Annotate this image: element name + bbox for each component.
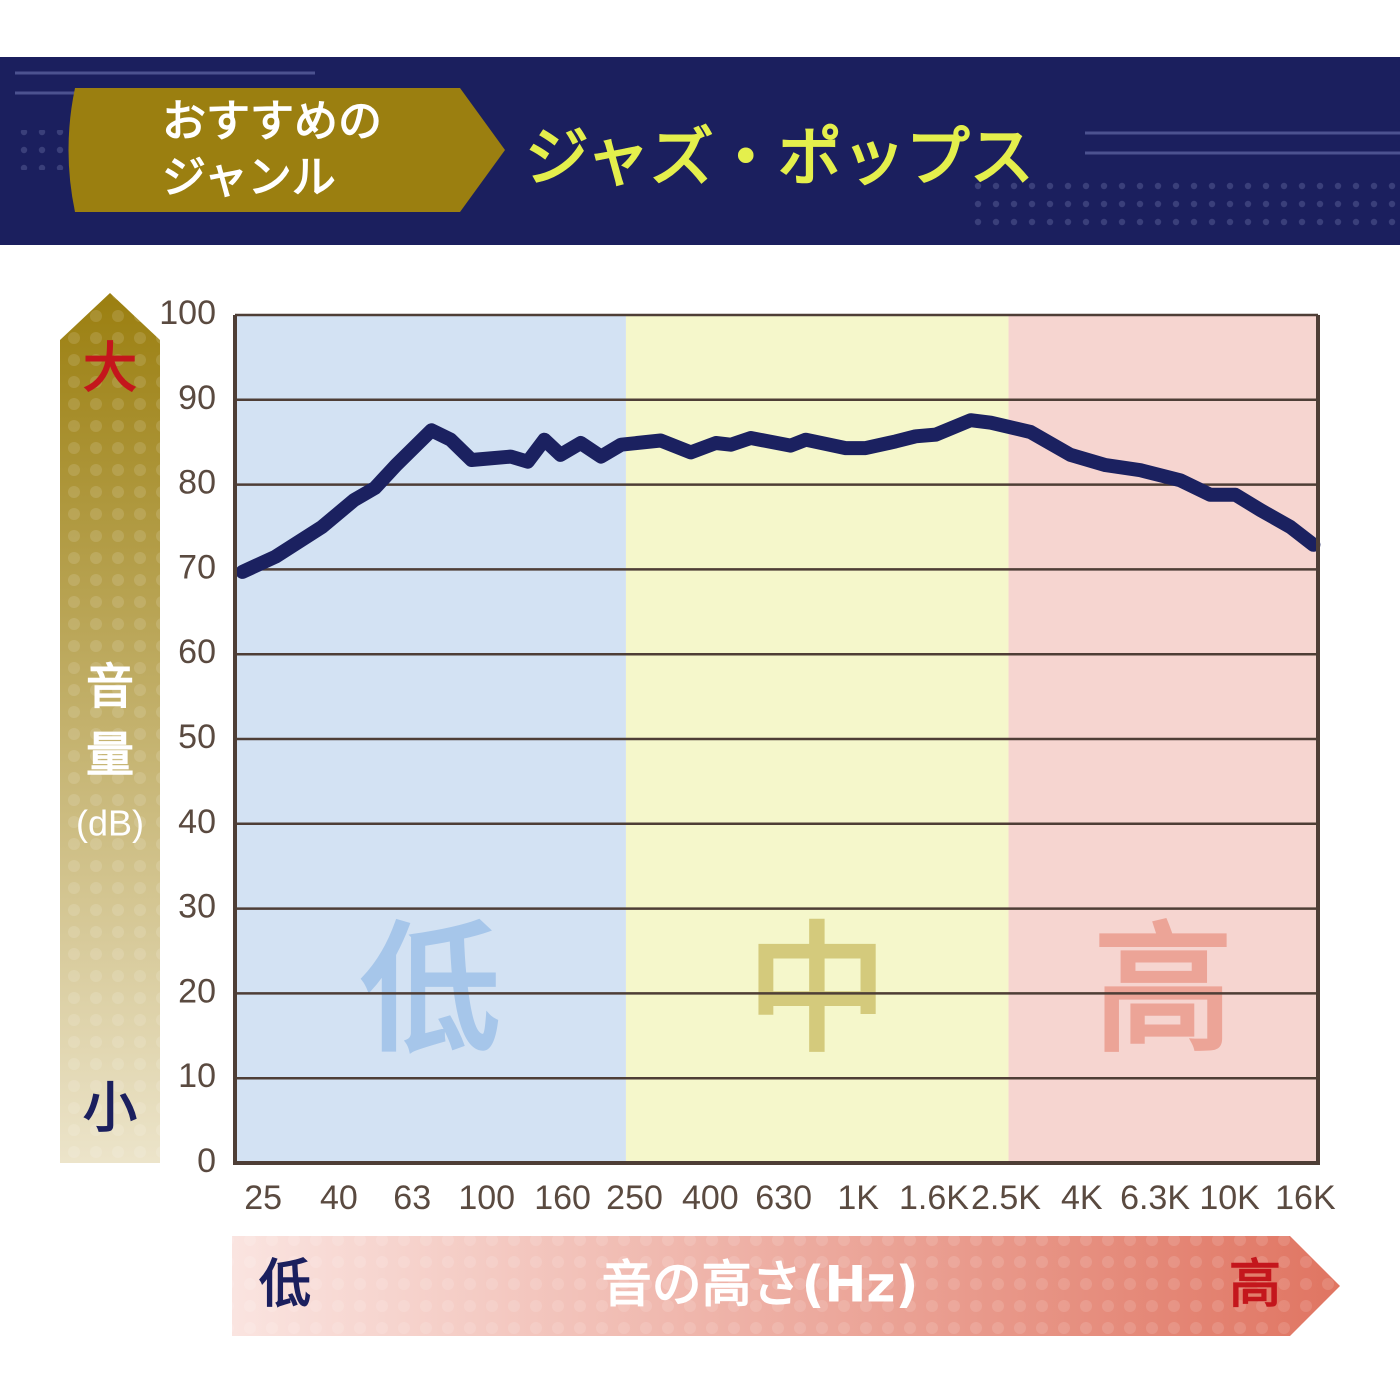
y-tick-label: 90 <box>178 379 216 417</box>
badge-text: ジャンル <box>162 152 336 203</box>
x-tick-label: 1.6K <box>899 1179 969 1217</box>
y-title: 音 <box>86 659 134 715</box>
y-tick-label: 70 <box>178 548 216 586</box>
x-tick-label: 2.5K <box>971 1179 1041 1217</box>
x-tick-label: 25 <box>244 1179 282 1217</box>
header-dots <box>10 130 70 170</box>
x-high: 高 <box>1229 1255 1281 1315</box>
x-tick-label: 630 <box>755 1179 812 1217</box>
y-tick-label: 0 <box>197 1142 216 1180</box>
y-high: 大 <box>83 337 137 400</box>
y-tick-label: 10 <box>178 1057 216 1095</box>
plot: 低 中 高 0 10 20 30 40 50 60 70 80 90 100 25 40 63 100 160 250… <box>159 294 1336 1217</box>
x-tick-label: 160 <box>534 1179 591 1217</box>
badge <box>68 88 505 212</box>
x-tick-label: 250 <box>606 1179 663 1217</box>
y-low: 小 <box>83 1077 137 1140</box>
x-tick-label: 6.3K <box>1120 1179 1190 1217</box>
y-tick-label: 30 <box>178 888 216 926</box>
plot-frame <box>233 315 1320 1165</box>
line <box>235 413 1321 579</box>
y-title: 量 <box>86 727 134 783</box>
x-tick-label: 4K <box>1061 1179 1103 1217</box>
genre-title: ジャズ・ポップス <box>525 122 1034 196</box>
band-label: 中 <box>747 910 887 1073</box>
header-dots <box>965 175 1400 235</box>
x-title: 音の高さ(Hz) <box>602 1256 919 1314</box>
y-tick-label: 20 <box>178 972 216 1010</box>
badge-text: おすすめの <box>162 96 382 147</box>
x-low: 低 <box>259 1255 311 1315</box>
y-unit: (dB) <box>76 803 144 844</box>
band-label: 低 <box>360 910 500 1073</box>
y-tick-label: 60 <box>178 633 216 671</box>
y-tick-label: 100 <box>159 294 216 332</box>
band-label: 高 <box>1093 910 1233 1073</box>
x-tick-label: 40 <box>320 1179 358 1217</box>
y-tick-label: 40 <box>178 803 216 841</box>
x-tick-label: 16K <box>1275 1179 1336 1217</box>
x-tick-label: 400 <box>682 1179 739 1217</box>
y-arrow-dots <box>60 293 160 1163</box>
x-tick-label: 63 <box>393 1179 431 1217</box>
x-arrow-dots <box>232 1236 1340 1336</box>
y-tick-label: 80 <box>178 464 216 502</box>
x-tick-label: 1K <box>837 1179 879 1217</box>
y-tick-label: 50 <box>178 718 216 756</box>
x-tick-label: 100 <box>458 1179 515 1217</box>
x-tick-label: 10K <box>1199 1179 1260 1217</box>
